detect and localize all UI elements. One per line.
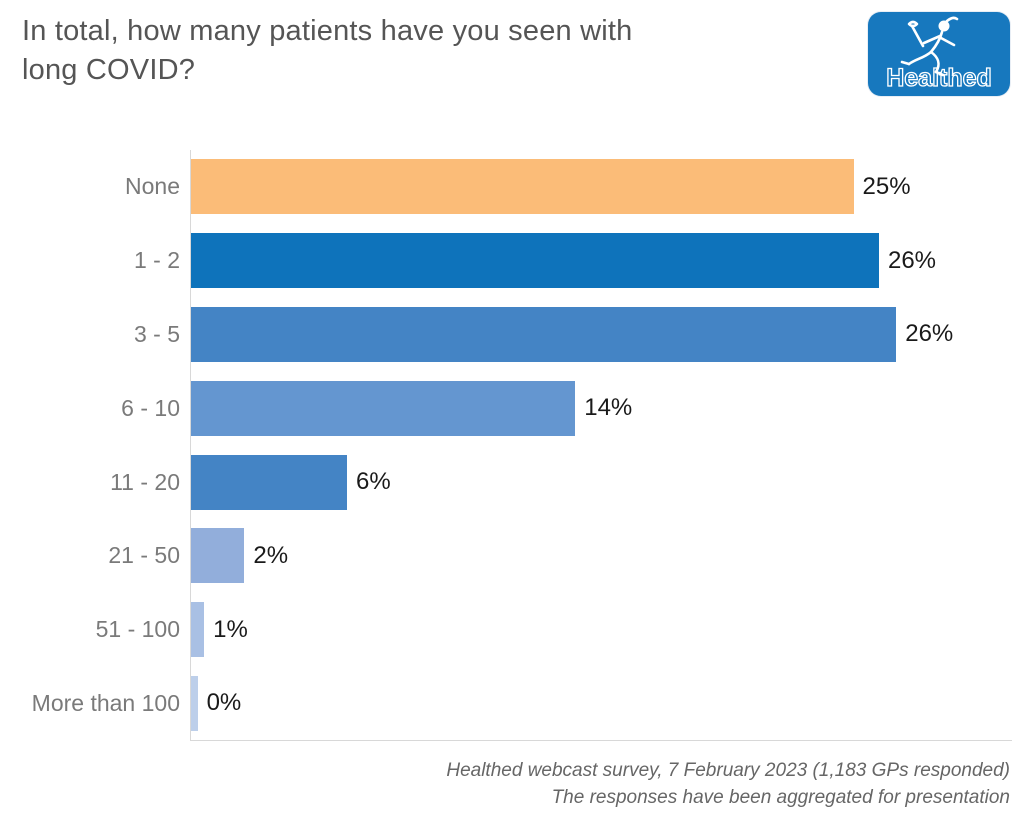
healthed-logo: Healthed [868, 12, 1010, 96]
source-note-line1: Healthed webcast survey, 7 February 2023… [446, 760, 1010, 781]
chart-rows: None 25% 1 - 2 26% 3 - 5 26% 6 - 10 14% 11 - 20 6… [0, 150, 1012, 741]
bar-track: 14% [190, 371, 1012, 446]
value-label: 26% [887, 246, 937, 274]
category-label: 11 - 20 [110, 468, 180, 495]
category-label: 1 - 2 [133, 247, 180, 274]
chart-row: 6 - 10 14% [0, 371, 1012, 446]
category-label: 6 - 10 [121, 394, 180, 421]
category-label: More than 100 [31, 689, 180, 716]
chart-row: 21 - 50 2% [0, 518, 1012, 593]
category-label: 21 - 50 [108, 542, 180, 569]
bar [191, 528, 245, 584]
page-title: In total, how many patients have you see… [22, 12, 1010, 90]
category-label: None [125, 173, 180, 200]
source-note-line2: The responses have been aggregated for p… [551, 787, 1010, 808]
bar-track: 26% [190, 297, 1012, 372]
bar-track: 25% [190, 150, 1012, 224]
value-label: 26% [905, 320, 954, 348]
logo-wordmark: Healthed [886, 64, 992, 92]
chart-row: 1 - 2 26% [0, 223, 1012, 298]
hermes-runner-icon: Healthed [886, 16, 992, 93]
value-label: 0% [206, 689, 242, 717]
bar-track: 2% [190, 518, 1012, 593]
bar [191, 380, 576, 436]
chart-row: 11 - 20 6% [0, 445, 1012, 519]
chart-row: More than 100 0% [0, 666, 1012, 741]
value-label: 25% [862, 172, 911, 200]
chart-header: In total, how many patients have you see… [22, 12, 1010, 122]
bar [191, 233, 879, 289]
value-label: 14% [584, 394, 633, 422]
bar [191, 602, 205, 658]
source-note: Healthed webcast survey, 7 February 2023… [446, 757, 1010, 811]
bar-track: 1% [190, 592, 1012, 667]
page-title-line2: long COVID? [22, 54, 196, 86]
bar [191, 675, 198, 731]
chart-row: 51 - 100 1% [0, 592, 1012, 667]
bar [191, 306, 897, 362]
bar-track: 0% [190, 666, 1012, 741]
value-label: 2% [253, 541, 289, 569]
bar [191, 159, 854, 215]
page-title-line1: In total, how many patients have you see… [22, 15, 633, 47]
bar-track: 6% [190, 445, 1012, 519]
bar-chart: None 25% 1 - 2 26% 3 - 5 26% 6 - 10 14% 11 - 20 6… [0, 150, 1012, 742]
category-label: 3 - 5 [133, 320, 180, 347]
x-axis-line [190, 740, 1012, 742]
chart-row: None 25% [0, 150, 1012, 224]
value-label: 1% [213, 615, 248, 643]
value-label: 6% [355, 468, 391, 496]
bar [191, 454, 347, 510]
bar-track: 26% [190, 223, 1012, 298]
chart-row: 3 - 5 26% [0, 297, 1012, 372]
category-label: 51 - 100 [95, 616, 180, 643]
